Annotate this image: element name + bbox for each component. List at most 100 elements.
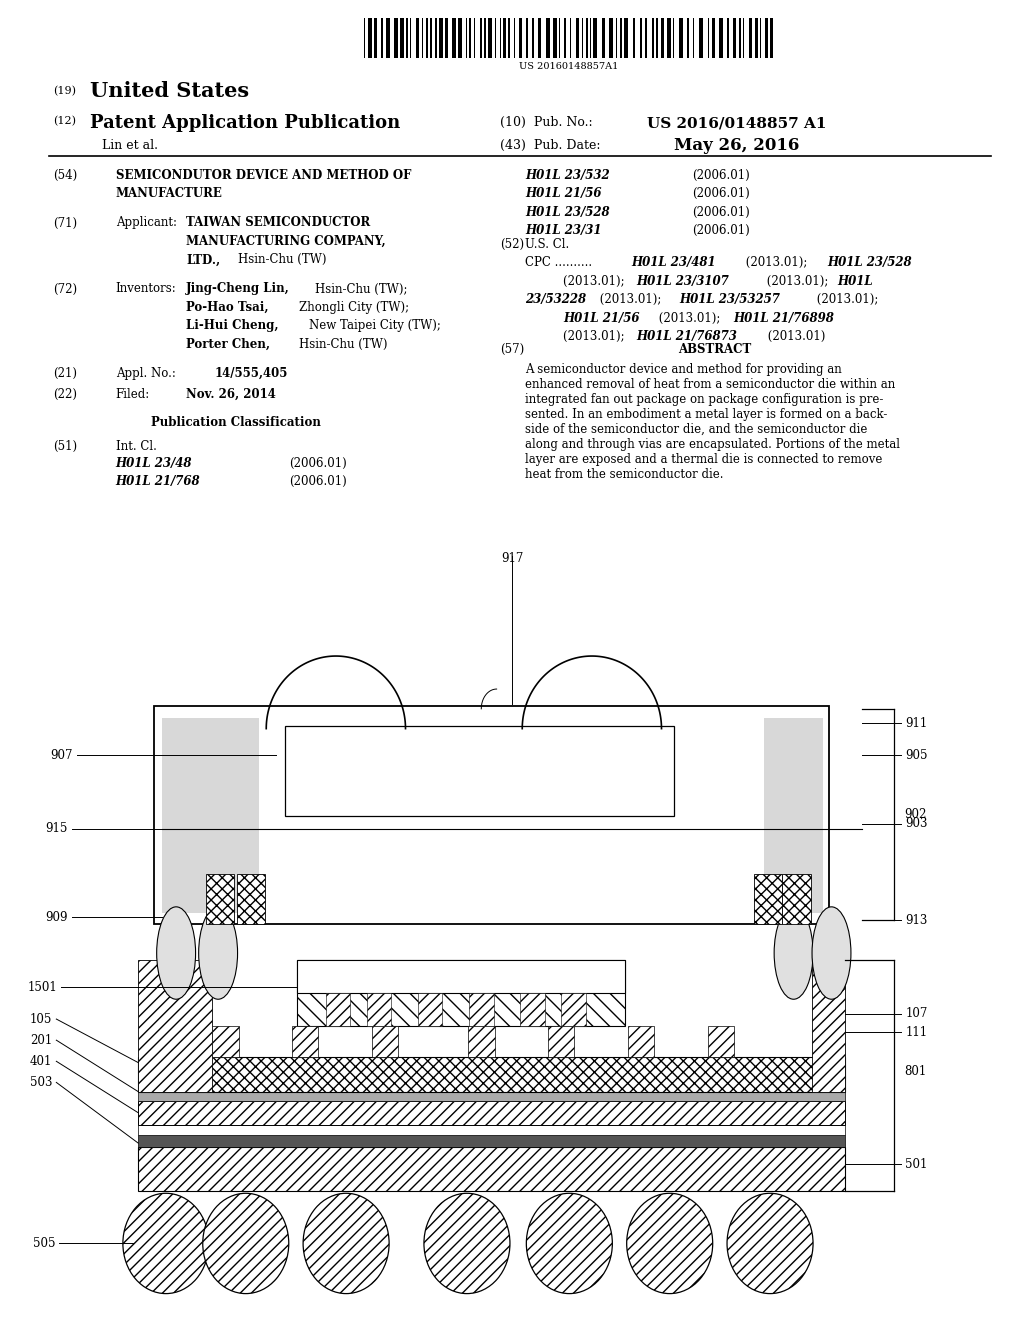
- Text: (2013.01);: (2013.01);: [563, 275, 629, 288]
- Bar: [518, 18, 522, 58]
- Bar: [575, 18, 580, 58]
- Text: H01L 23/481: H01L 23/481: [631, 256, 716, 269]
- Bar: [514, 18, 515, 58]
- Text: (2006.01): (2006.01): [692, 187, 750, 201]
- Bar: [755, 18, 758, 58]
- Text: H01L 21/76873: H01L 21/76873: [636, 330, 737, 343]
- Text: (2013.01);: (2013.01);: [596, 293, 666, 306]
- Text: Jing-Cheng Lin,: Jing-Cheng Lin,: [186, 282, 290, 296]
- Bar: [487, 18, 492, 58]
- Ellipse shape: [424, 1193, 510, 1294]
- Bar: [372, 1026, 398, 1057]
- Bar: [609, 18, 612, 58]
- Text: (52): (52): [500, 238, 524, 251]
- Bar: [468, 1026, 495, 1057]
- Text: H01L 23/53257: H01L 23/53257: [679, 293, 780, 306]
- Text: Li-Hui Cheng,: Li-Hui Cheng,: [186, 319, 279, 333]
- Bar: [764, 718, 823, 913]
- Bar: [297, 960, 625, 993]
- Text: 503: 503: [30, 1076, 52, 1089]
- Bar: [453, 18, 456, 58]
- Bar: [386, 18, 390, 58]
- Text: Hsin-Chu (TW);: Hsin-Chu (TW);: [315, 282, 408, 296]
- Bar: [285, 726, 674, 816]
- Text: May 26, 2016: May 26, 2016: [674, 137, 799, 154]
- Text: 907: 907: [50, 748, 73, 762]
- Bar: [732, 18, 736, 58]
- Text: 903: 903: [905, 817, 928, 830]
- Text: TAIWAN SEMICONDUCTOR: TAIWAN SEMICONDUCTOR: [186, 216, 371, 230]
- Bar: [162, 718, 259, 913]
- Bar: [430, 18, 432, 58]
- Text: H01L 23/528: H01L 23/528: [827, 256, 912, 269]
- Bar: [713, 18, 715, 58]
- Bar: [656, 18, 657, 58]
- Bar: [628, 1026, 654, 1057]
- Bar: [644, 18, 647, 58]
- Text: (2013.01);: (2013.01);: [813, 293, 879, 306]
- Text: (2006.01): (2006.01): [692, 206, 750, 219]
- Ellipse shape: [526, 1193, 612, 1294]
- Bar: [369, 18, 372, 58]
- Bar: [434, 18, 437, 58]
- Text: (2006.01): (2006.01): [692, 224, 750, 238]
- Bar: [138, 1125, 845, 1135]
- Text: 913: 913: [905, 913, 928, 927]
- Text: CPC ..........: CPC ..........: [525, 256, 593, 269]
- Bar: [297, 960, 625, 1026]
- Text: Filed:: Filed:: [116, 388, 150, 401]
- Text: A semiconductor device and method for providing an
enhanced removal of heat from: A semiconductor device and method for pr…: [525, 363, 900, 480]
- Text: H01L 21/56: H01L 21/56: [525, 187, 602, 201]
- Ellipse shape: [727, 1193, 813, 1294]
- Bar: [564, 18, 566, 58]
- Bar: [708, 1026, 734, 1057]
- Text: Applicant:: Applicant:: [116, 216, 177, 230]
- Text: 401: 401: [30, 1055, 52, 1068]
- Bar: [508, 18, 510, 58]
- Bar: [394, 18, 398, 58]
- Bar: [326, 993, 350, 1026]
- Bar: [154, 706, 829, 924]
- Text: H01L 23/3107: H01L 23/3107: [636, 275, 729, 288]
- Text: 801: 801: [904, 1065, 927, 1078]
- Text: (2013.01);: (2013.01);: [742, 256, 812, 269]
- Text: (2006.01): (2006.01): [289, 457, 346, 470]
- Bar: [410, 18, 411, 58]
- Text: 111: 111: [905, 1026, 928, 1039]
- Text: H01L 21/56: H01L 21/56: [563, 312, 640, 325]
- Text: 23/53228: 23/53228: [525, 293, 587, 306]
- Bar: [782, 874, 811, 924]
- Bar: [693, 18, 694, 58]
- Bar: [633, 18, 635, 58]
- Ellipse shape: [157, 907, 196, 999]
- Bar: [662, 18, 664, 58]
- Bar: [495, 18, 497, 58]
- Text: (51): (51): [53, 440, 78, 453]
- Text: Porter Chen,: Porter Chen,: [186, 338, 270, 351]
- Bar: [466, 18, 467, 58]
- Bar: [738, 18, 741, 58]
- Text: H01L 23/528: H01L 23/528: [525, 206, 610, 219]
- Bar: [559, 18, 560, 58]
- Bar: [561, 993, 586, 1026]
- Bar: [503, 18, 506, 58]
- Bar: [138, 1147, 845, 1191]
- Text: U.S. Cl.: U.S. Cl.: [525, 238, 569, 251]
- Bar: [422, 18, 423, 58]
- Text: 1501: 1501: [28, 981, 57, 994]
- Ellipse shape: [812, 907, 851, 999]
- Text: US 20160148857A1: US 20160148857A1: [518, 62, 618, 71]
- Bar: [400, 18, 404, 58]
- Text: (2013.01): (2013.01): [764, 330, 825, 343]
- Bar: [812, 960, 845, 1092]
- Text: Patent Application Publication: Patent Application Publication: [90, 114, 400, 132]
- Text: Appl. No.:: Appl. No.:: [116, 367, 175, 380]
- Text: Po-Hao Tsai,: Po-Hao Tsai,: [186, 301, 269, 314]
- Ellipse shape: [627, 1193, 713, 1294]
- Text: LTD.,: LTD.,: [186, 253, 220, 267]
- Text: (2013.01);: (2013.01);: [563, 330, 629, 343]
- Bar: [469, 993, 494, 1026]
- Bar: [620, 18, 622, 58]
- Text: 201: 201: [30, 1034, 52, 1047]
- Text: Lin et al.: Lin et al.: [102, 139, 159, 152]
